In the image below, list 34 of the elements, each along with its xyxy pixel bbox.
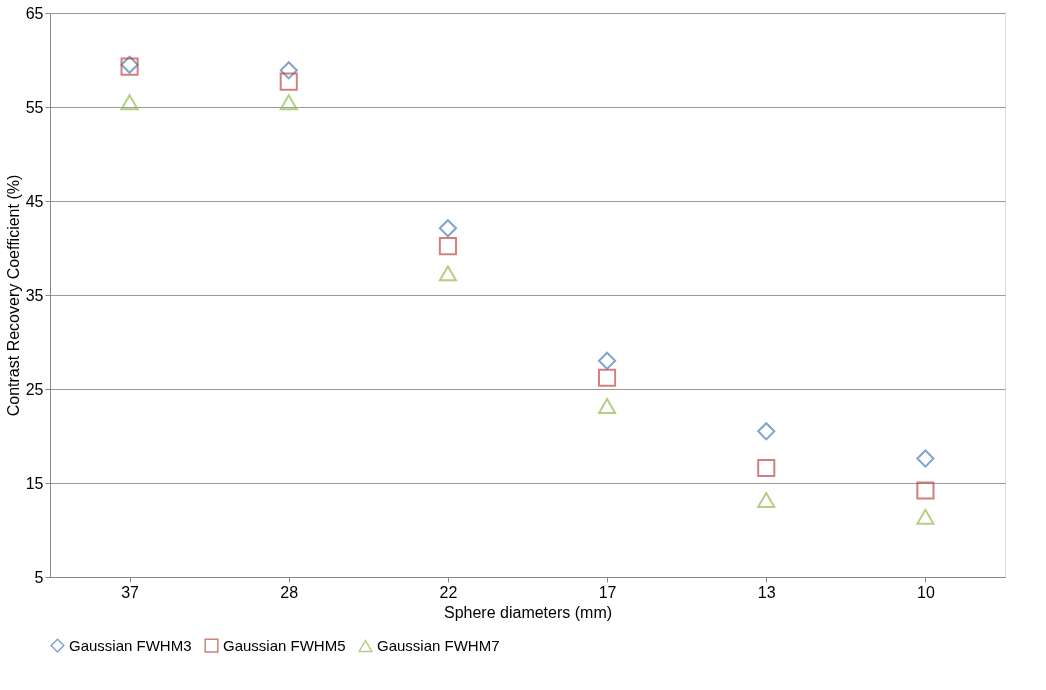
legend-label: Gaussian FWHM3: [69, 636, 192, 654]
y-tick-label: 45: [25, 192, 44, 210]
point: [598, 397, 617, 414]
legend-label: Gaussian FWHM5: [223, 636, 346, 654]
point: [916, 449, 935, 468]
point: [916, 508, 935, 525]
y-tick-label: 25: [25, 380, 44, 398]
point: [279, 72, 298, 91]
point: [438, 237, 457, 256]
x-tick-label: 17: [598, 583, 617, 601]
point: [120, 94, 139, 111]
point: [757, 458, 776, 478]
point: [279, 61, 298, 80]
point: [916, 481, 935, 500]
x-tick-label: 13: [757, 583, 776, 601]
x-axis-title: Sphere diameters (mm): [443, 603, 613, 621]
y-tick-label: 65: [25, 4, 44, 22]
point: [279, 94, 298, 111]
x-tick-label: 28: [280, 583, 299, 601]
y-tick-label: 5: [34, 568, 44, 586]
x-tick-label: 10: [917, 583, 935, 601]
point: [598, 351, 617, 370]
point: [438, 265, 457, 282]
point: [757, 491, 776, 508]
y-axis-title: Contrast Recovery Coefficient (%): [4, 174, 22, 417]
y-tick-label: 55: [25, 98, 44, 116]
y-tick-label: 15: [25, 474, 44, 492]
point: [438, 219, 457, 238]
point: [598, 368, 617, 387]
legend-label: Gaussian FWHM7: [377, 637, 500, 655]
y-tick-label: 35: [25, 286, 44, 304]
point: [757, 422, 776, 441]
x-tick-label: 37: [121, 583, 140, 601]
x-tick-label: 22: [439, 583, 458, 601]
